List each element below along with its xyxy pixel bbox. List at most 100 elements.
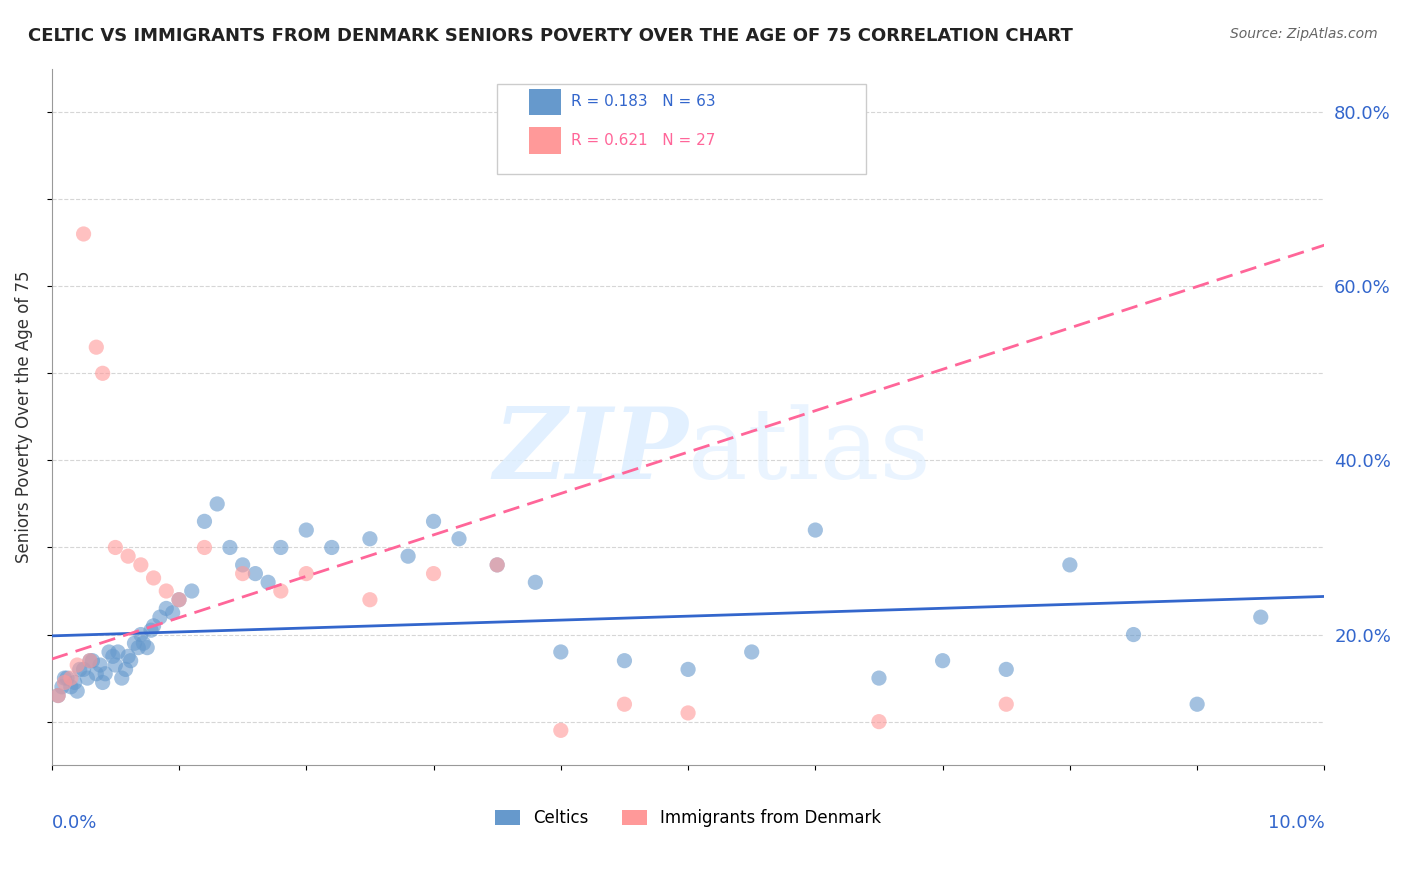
Point [676,662,699,676]
Point [550,645,572,659]
Point [84,666,107,681]
Point [447,532,470,546]
Point [1059,558,1081,572]
Point [117,549,139,564]
Point [676,706,699,720]
Point [232,558,254,572]
Point [219,541,242,555]
Point [245,566,267,581]
Point [59,680,82,694]
Point [63,675,86,690]
Text: 10.0%: 10.0% [1268,814,1324,832]
Point [155,601,177,615]
Point [98,645,121,659]
Point [69,662,91,676]
Point [155,584,177,599]
Point [486,558,509,572]
Point [139,624,162,638]
Point [84,340,107,354]
Point [270,541,292,555]
Point [66,658,89,673]
Point [53,671,76,685]
Point [257,575,280,590]
Point [91,675,114,690]
Point [89,658,111,673]
Point [868,671,890,685]
Point [56,671,79,685]
Point [741,645,763,659]
Point [193,541,215,555]
Point [104,658,127,673]
Point [1122,627,1144,641]
Point [295,523,318,537]
Text: Source: ZipAtlas.com: Source: ZipAtlas.com [1230,27,1378,41]
Text: R = 0.183   N = 63: R = 0.183 N = 63 [571,95,716,110]
Point [180,584,202,599]
Point [931,654,953,668]
Point [1250,610,1272,624]
Bar [529,88,561,115]
Point [295,566,318,581]
Point [79,654,101,668]
Point [142,619,165,633]
Point [167,592,190,607]
Point [995,697,1018,711]
Point [359,532,381,546]
Point [51,680,73,694]
Point [66,684,89,698]
Point [72,227,94,241]
Point [120,654,142,668]
Point [53,675,76,690]
Point [321,541,343,555]
Point [142,571,165,585]
Point [114,662,136,676]
Point [129,558,152,572]
Point [486,558,509,572]
Point [162,606,184,620]
Point [422,566,444,581]
Text: ZIP: ZIP [494,403,688,500]
Legend: Celtics, Immigrants from Denmark: Celtics, Immigrants from Denmark [488,802,889,833]
Point [132,636,155,650]
Point [550,723,572,738]
Point [94,666,117,681]
Point [1185,697,1208,711]
Text: atlas: atlas [688,404,931,500]
Point [46,689,69,703]
Point [91,367,114,381]
Point [270,584,292,599]
Point [995,662,1018,676]
Text: R = 0.621   N = 27: R = 0.621 N = 27 [571,133,716,148]
Y-axis label: Seniors Poverty Over the Age of 75: Seniors Poverty Over the Age of 75 [15,270,32,563]
Point [101,649,124,664]
Point [82,654,104,668]
Point [741,148,763,162]
Point [72,662,94,676]
Text: CELTIC VS IMMIGRANTS FROM DENMARK SENIORS POVERTY OVER THE AGE OF 75 CORRELATION: CELTIC VS IMMIGRANTS FROM DENMARK SENIOR… [28,27,1073,45]
Point [76,671,98,685]
Point [117,649,139,664]
Point [613,697,636,711]
Bar [529,127,561,153]
Point [396,549,419,564]
Point [107,645,129,659]
Point [111,671,134,685]
Point [124,636,146,650]
Point [232,566,254,581]
Point [422,514,444,528]
Point [205,497,228,511]
Point [524,575,547,590]
Point [613,654,636,668]
FancyBboxPatch shape [498,84,866,175]
Point [46,689,69,703]
Point [136,640,159,655]
Point [127,640,149,655]
Point [868,714,890,729]
Text: 0.0%: 0.0% [52,814,97,832]
Point [167,592,190,607]
Point [129,627,152,641]
Point [804,523,827,537]
Point [193,514,215,528]
Point [79,654,101,668]
Point [104,541,127,555]
